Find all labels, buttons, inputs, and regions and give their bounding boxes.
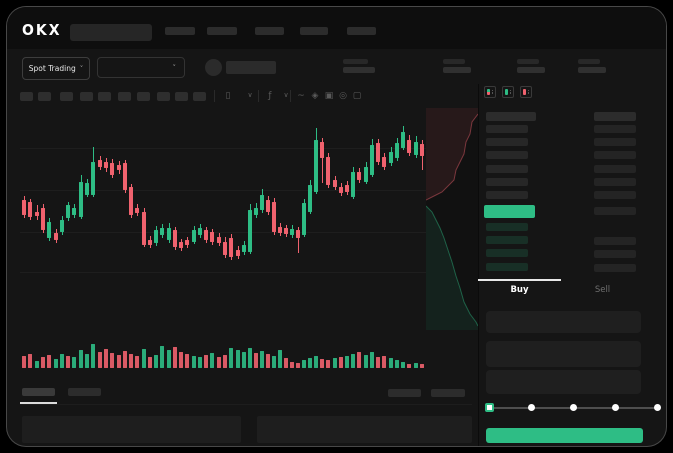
bid-price-placeholder[interactable] <box>486 223 528 231</box>
chevron-down-icon: ˅ <box>172 63 177 72</box>
nav-item-placeholder[interactable] <box>207 27 237 35</box>
indicators-chevron-icon[interactable]: ∨ <box>283 91 289 99</box>
stat-value-placeholder <box>517 67 545 73</box>
timeframe-button-placeholder[interactable] <box>38 92 51 101</box>
bottom-action-placeholder[interactable] <box>431 389 465 397</box>
bid-price-placeholder[interactable] <box>486 249 528 258</box>
slider-step-100[interactable] <box>654 404 661 411</box>
ask-amount-placeholder[interactable] <box>594 164 636 173</box>
orderbook-combined-view-icon[interactable] <box>484 86 496 98</box>
stat-value-placeholder <box>443 67 471 73</box>
snapshot-icon[interactable]: ▣ <box>324 91 334 101</box>
timeframe-button-placeholder[interactable] <box>175 92 188 101</box>
orderbook-bids-view-icon[interactable] <box>502 86 514 98</box>
timeframe-button-placeholder[interactable] <box>157 92 170 101</box>
timeframe-button-placeholder[interactable] <box>60 92 73 101</box>
nav-item-placeholder[interactable] <box>347 27 376 35</box>
market-type-selector[interactable]: Spot Trading ˅ <box>22 57 90 80</box>
buy-submit-button[interactable] <box>486 428 643 443</box>
orderbook-last-price-badge[interactable] <box>484 205 535 218</box>
nav-item-placeholder[interactable] <box>165 27 195 35</box>
ask-amount-placeholder[interactable] <box>594 191 636 199</box>
bid-amount-placeholder[interactable] <box>594 250 636 259</box>
fullscreen-icon[interactable]: ▢ <box>352 91 362 101</box>
orderbook-amount-header-placeholder <box>594 112 636 121</box>
bid-price-placeholder[interactable] <box>486 262 528 271</box>
okx-logo[interactable]: OKX <box>22 22 62 40</box>
ask-price-placeholder[interactable] <box>486 177 528 186</box>
divider <box>20 404 472 405</box>
ask-amount-placeholder[interactable] <box>594 207 636 215</box>
slider-step-50[interactable] <box>570 404 577 411</box>
bid-amount-placeholder[interactable] <box>594 237 636 246</box>
line-tool-icon[interactable]: ~ <box>297 91 305 101</box>
ask-amount-placeholder[interactable] <box>594 151 636 160</box>
chevron-down-icon: ˅ <box>79 64 84 73</box>
timeframe-button-placeholder[interactable] <box>80 92 93 101</box>
slider-step-75[interactable] <box>612 404 619 411</box>
chart-type-chevron-icon[interactable]: ∨ <box>247 91 253 99</box>
ask-price-placeholder[interactable] <box>486 125 528 133</box>
app-window: OKX Spot Trading ˅ ˅ ▯ ∨ ƒ ∨ ~ <box>6 6 667 447</box>
timeframe-button-placeholder[interactable] <box>118 92 131 101</box>
stat-label-placeholder <box>578 59 600 64</box>
ask-amount-placeholder[interactable] <box>594 125 636 133</box>
ask-price-placeholder[interactable] <box>486 138 528 147</box>
price-input[interactable] <box>486 311 641 333</box>
indicators-icon[interactable]: ƒ <box>268 91 272 101</box>
nav-item-placeholder[interactable] <box>300 27 328 35</box>
bottom-tab-placeholder[interactable] <box>68 388 101 396</box>
stat-label-placeholder <box>443 59 465 64</box>
tab-sell[interactable]: Sell <box>594 285 611 295</box>
amount-slider-handle[interactable] <box>485 403 494 412</box>
ask-price-placeholder[interactable] <box>486 151 528 160</box>
compare-icon[interactable]: ◈ <box>311 91 319 101</box>
ask-price-placeholder[interactable] <box>486 164 528 173</box>
stat-value-placeholder <box>578 67 606 73</box>
timeframe-button-placeholder[interactable] <box>193 92 206 101</box>
ask-price-placeholder[interactable] <box>486 191 528 199</box>
stat-value-placeholder <box>343 67 375 73</box>
buy-tab-indicator <box>478 279 561 281</box>
timeframe-button-placeholder[interactable] <box>137 92 150 101</box>
timeframe-button-placeholder[interactable] <box>20 92 33 101</box>
bottom-tab-active-placeholder[interactable] <box>22 388 55 396</box>
stat-label-placeholder <box>343 59 368 64</box>
nav-item-placeholder[interactable] <box>255 27 284 35</box>
settings-icon[interactable]: ◎ <box>339 91 347 101</box>
total-input[interactable] <box>486 370 641 394</box>
pair-name-placeholder <box>226 61 276 74</box>
bottom-action-placeholder[interactable] <box>388 389 421 397</box>
orderbook-price-header-placeholder <box>486 112 536 121</box>
amount-input[interactable] <box>486 341 641 367</box>
search-input[interactable] <box>70 24 152 41</box>
depth-overlay <box>426 108 478 330</box>
slider-step-25[interactable] <box>528 404 535 411</box>
chart-type-icon[interactable]: ▯ <box>225 91 231 101</box>
bid-price-placeholder[interactable] <box>486 236 528 245</box>
bottom-tab-indicator <box>20 402 57 404</box>
stat-label-placeholder <box>517 59 539 64</box>
timeframe-button-placeholder[interactable] <box>98 92 111 101</box>
tab-buy[interactable]: Buy <box>510 285 529 295</box>
pair-selector[interactable]: ˅ <box>97 57 185 78</box>
pair-coin-icon <box>205 59 222 76</box>
bid-amount-placeholder[interactable] <box>594 263 636 272</box>
bottom-panel-placeholder <box>22 416 241 443</box>
bottom-panel-placeholder <box>257 416 472 443</box>
ask-amount-placeholder[interactable] <box>594 177 636 186</box>
panel-divider <box>478 84 479 446</box>
market-type-label: Spot Trading <box>28 64 76 73</box>
orderbook-asks-view-icon[interactable] <box>520 86 532 98</box>
ask-amount-placeholder[interactable] <box>594 138 636 147</box>
